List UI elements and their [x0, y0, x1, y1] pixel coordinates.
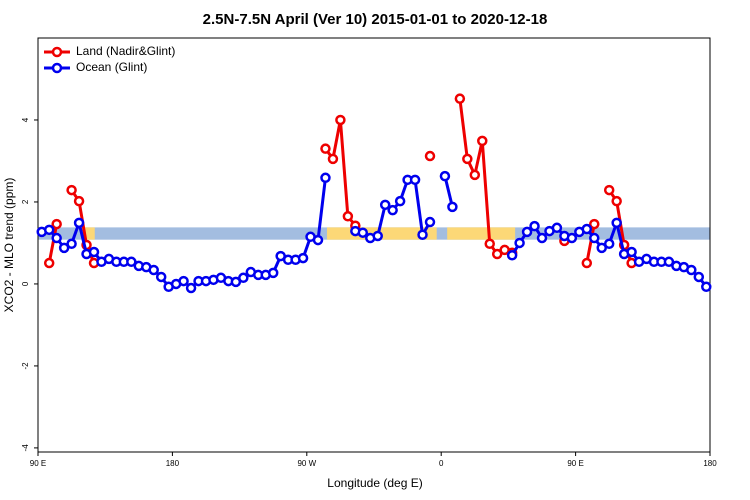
data-point: [589, 218, 600, 230]
data-point: [521, 226, 533, 238]
data-point: [372, 230, 383, 242]
data-point: [484, 238, 495, 250]
data-point: [469, 169, 481, 181]
x-tick-label: 180: [166, 459, 180, 468]
data-point: [126, 256, 137, 268]
data-point: [417, 229, 428, 241]
data-point: [551, 222, 563, 234]
data-point: [603, 238, 615, 250]
data-point: [297, 252, 309, 264]
data-point: [439, 170, 451, 182]
x-tick-label: 90 E: [567, 459, 583, 468]
y-axis-label: XCO2 - MLO trend (ppm): [2, 178, 16, 313]
data-point: [394, 195, 406, 207]
data-point: [43, 224, 55, 236]
data-point: [611, 217, 622, 229]
data-point: [267, 267, 279, 279]
land-band: [447, 227, 516, 240]
chart-title: 2.5N-7.5N April (Ver 10) 2015-01-01 to 2…: [203, 11, 548, 28]
x-tick-label: 90 W: [297, 459, 316, 468]
data-point: [335, 114, 346, 126]
y-tick-label: -2: [21, 362, 30, 370]
x-tick-label: 180: [703, 459, 717, 468]
data-point: [693, 271, 705, 283]
data-point: [43, 257, 55, 269]
data-point: [51, 232, 62, 244]
data-point: [581, 257, 593, 269]
data-point: [514, 237, 525, 249]
plot-frame: [37, 37, 711, 453]
data-point: [342, 211, 354, 222]
data-point: [66, 184, 77, 196]
data-point: [506, 249, 518, 261]
data-point: [155, 271, 167, 283]
data-point: [312, 234, 324, 246]
legend-marker: [51, 62, 63, 74]
data-point: [596, 242, 607, 254]
data-point: [424, 150, 436, 162]
data-point: [73, 195, 85, 207]
land-band: [85, 227, 95, 240]
y-tick-label: 2: [21, 199, 30, 204]
data-point: [88, 246, 100, 258]
data-point: [178, 275, 189, 287]
data-point: [327, 153, 339, 165]
data-point: [477, 135, 488, 147]
data-point: [379, 199, 391, 211]
data-point: [611, 195, 622, 207]
data-point: [51, 218, 62, 230]
data-point: [320, 143, 331, 154]
data-point: [424, 216, 436, 228]
data-point: [603, 184, 615, 196]
legend-label: Ocean (Glint): [76, 60, 147, 74]
data-point: [320, 172, 331, 184]
legend-marker: [51, 46, 63, 58]
y-tick-label: 0: [21, 281, 30, 286]
y-tick-label: 4: [21, 117, 30, 122]
x-axis-label: Longitude (deg E): [327, 476, 422, 490]
data-point: [626, 246, 637, 258]
data-point: [491, 248, 503, 260]
data-point: [589, 232, 600, 244]
x-tick-label: 90 E: [30, 459, 46, 468]
data-point: [230, 276, 242, 288]
data-point: [409, 174, 421, 186]
data-point: [701, 281, 712, 293]
data-point: [454, 93, 466, 104]
y-tick-label: -4: [21, 444, 30, 452]
data-point: [357, 227, 369, 238]
data-point: [148, 264, 159, 276]
data-point: [238, 272, 249, 284]
data-point: [73, 217, 85, 229]
data-point: [686, 264, 697, 276]
data-point: [581, 223, 593, 235]
data-point: [447, 201, 458, 213]
data-point: [529, 220, 540, 232]
data-point: [663, 256, 675, 268]
data-point: [58, 242, 70, 254]
x-tick-label: 0: [439, 459, 444, 468]
data-point: [566, 232, 578, 244]
data-point: [66, 238, 77, 250]
legend-label: Land (Nadir&Glint): [76, 44, 175, 58]
data-point: [536, 232, 548, 244]
data-point: [387, 204, 398, 216]
data-point: [185, 282, 197, 294]
data-point: [462, 153, 473, 165]
